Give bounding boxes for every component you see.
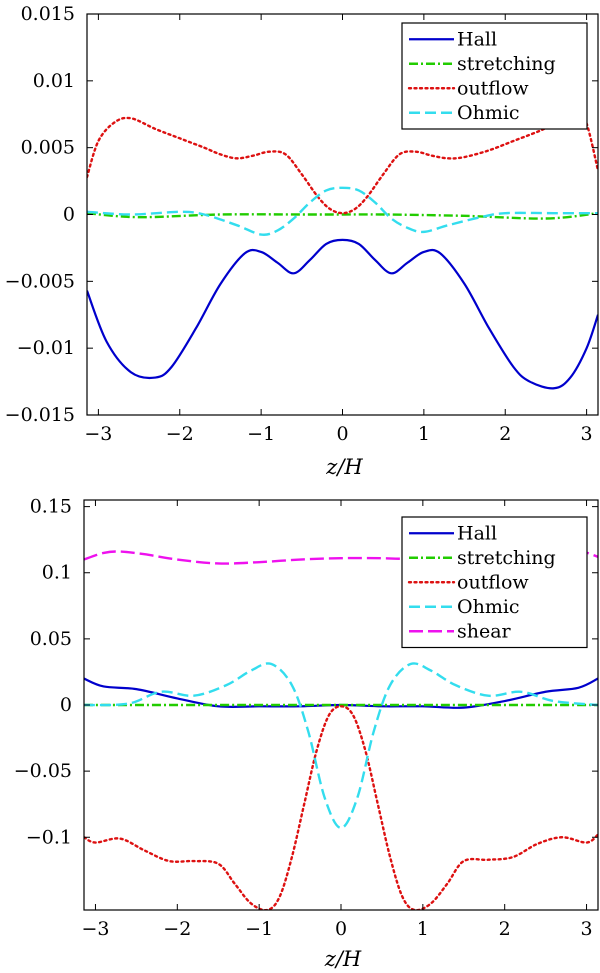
y-tick-label: 0.05: [30, 628, 72, 650]
y-tick-label: −0.005: [5, 270, 75, 292]
y-tick-label: 0: [63, 204, 75, 226]
series-line-outflow: [84, 705, 598, 910]
y-tick-label: 0: [60, 694, 72, 716]
y-tick-label: 0.015: [21, 3, 75, 25]
legend-label-stretching: stretching: [457, 53, 556, 75]
series-line-outflow: [87, 116, 598, 215]
chart-panel-1: −3 −2 −1 0 1 2 3 −0.015 −0.01 −0.005 0 0.005 0.01 0.0…: [5, 3, 599, 479]
y-tick-label: −0.1: [26, 826, 72, 848]
legend-label-stretching: stretching: [457, 547, 556, 569]
x-axis-label: z/H: [324, 947, 362, 971]
x-tick-label: 2: [499, 918, 511, 940]
legend-box: [401, 22, 588, 130]
chart-panel-2: −3 −2 −1 0 1 2 3 −0.1 −0.05 0 0.05 0.1 0.15 z/H Hall st…: [14, 496, 599, 971]
series-line-ohmic: [87, 186, 598, 236]
x-axis-label: z/H: [325, 455, 363, 479]
x-tick-label: 1: [418, 423, 430, 445]
y-tick-label: 0.15: [30, 496, 72, 518]
legend-label-hall: Hall: [457, 28, 497, 50]
y-tick-label: 0.1: [42, 562, 72, 584]
series-line-hall: [84, 677, 598, 709]
y-tick-label: −0.05: [14, 760, 72, 782]
y-tick-label: 0.005: [21, 137, 75, 159]
x-tick-label: 0: [336, 423, 348, 445]
x-tick-label: −1: [247, 423, 275, 445]
legend-label-shear: shear: [457, 620, 512, 642]
x-tick-label: 3: [581, 423, 593, 445]
legend-label-hall: Hall: [457, 522, 497, 544]
x-tick-label: 3: [580, 918, 592, 940]
legend-label-outflow: outflow: [457, 77, 529, 99]
series-line-stretching: [87, 211, 598, 220]
x-tick-label: 2: [499, 423, 511, 445]
x-tick-label: −2: [166, 423, 194, 445]
y-tick-label: −0.015: [5, 404, 75, 426]
x-tick-label: −2: [163, 918, 191, 940]
legend-label-ohmic: Ohmic: [457, 596, 520, 618]
y-tick-label: −0.01: [17, 337, 75, 359]
x-tick-label: −3: [84, 423, 112, 445]
x-tick-label: 0: [335, 918, 347, 940]
series-line-ohmic: [84, 662, 598, 830]
y-tick-label: 0.01: [33, 70, 75, 92]
legend-label-ohmic: Ohmic: [457, 102, 520, 124]
series-line-hall: [87, 238, 598, 390]
x-tick-label: −3: [81, 918, 109, 940]
legend-label-outflow: outflow: [457, 571, 529, 593]
x-tick-label: −1: [245, 918, 273, 940]
x-tick-label: 1: [417, 918, 429, 940]
